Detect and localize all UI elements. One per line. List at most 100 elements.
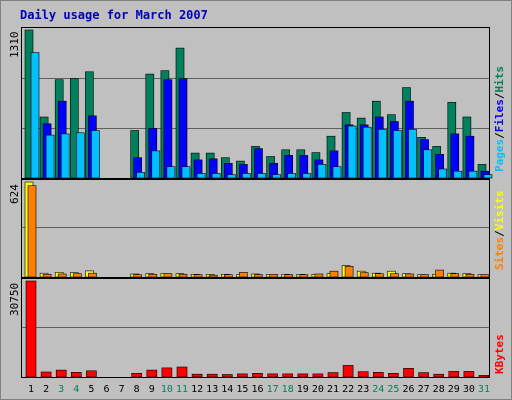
bar-kbytes-day-4 (71, 371, 82, 378)
legend-separator: / (493, 132, 506, 139)
bar-sites-day-9 (148, 273, 158, 278)
bar-layer (22, 29, 493, 378)
bar-sites-day-19 (299, 274, 309, 278)
kbytes-axis-max-label: 30750 (8, 283, 21, 316)
bar-pages-day-18 (287, 173, 297, 179)
day-label-13: 13 (206, 384, 218, 395)
bar-kbytes-day-27 (418, 372, 429, 378)
day-label-19: 19 (297, 384, 309, 395)
bar-pages-day-31 (483, 174, 493, 179)
bar-pages-day-4 (76, 132, 85, 179)
bar-pages-day-28 (438, 168, 448, 179)
bar-sites-day-15 (239, 272, 248, 278)
bar-sites-day-4 (73, 273, 82, 278)
legend-sites: Sites (493, 237, 506, 270)
bar-sites-day-30 (465, 273, 475, 278)
bar-kbytes-day-28 (433, 373, 445, 378)
day-label-3: 3 (58, 384, 64, 395)
bar-kbytes-day-5 (86, 370, 97, 378)
day-label-25: 25 (387, 384, 399, 395)
bar-sites-day-12 (193, 274, 203, 278)
legend-hits: Hits (493, 66, 506, 93)
day-label-12: 12 (191, 384, 203, 395)
bar-sites-day-16 (254, 274, 263, 278)
day-label-18: 18 (282, 384, 294, 395)
day-label-16: 16 (251, 384, 263, 395)
day-label-5: 5 (88, 384, 94, 395)
bar-pages-day-16 (257, 173, 266, 179)
visits-legend: Sites/Visits (493, 191, 506, 271)
bar-kbytes-day-25 (388, 372, 399, 378)
day-label-8: 8 (134, 384, 140, 395)
bar-sites-day-27 (420, 274, 429, 278)
day-label-30: 30 (463, 384, 475, 395)
visits-panel-border (21, 179, 490, 278)
chart-title: Daily usage for March 2007 (20, 8, 208, 22)
svg-text:Sites/Visits: Sites/Visits (493, 191, 506, 271)
bar-kbytes-day-26 (403, 367, 414, 378)
hits-axis-max-label: 1310 (8, 32, 21, 59)
bar-kbytes-day-8 (131, 372, 142, 378)
bar-kbytes-day-19 (297, 373, 309, 378)
bar-hits-day-4 (70, 78, 79, 179)
bar-sites-day-11 (178, 273, 188, 278)
bar-pages-day-27 (423, 149, 432, 179)
bar-pages-day-30 (468, 170, 478, 179)
bar-sites-day-18 (284, 274, 294, 278)
bar-sites-day-29 (450, 273, 460, 278)
legend-files: Files (493, 99, 506, 132)
day-label-7: 7 (119, 384, 125, 395)
svg-text:Pages/Files/Hits: Pages/Files/Hits (493, 66, 506, 172)
legend-separator: / (493, 230, 506, 237)
bar-pages-day-9 (151, 150, 161, 179)
bar-sites-day-25 (390, 273, 399, 278)
bar-kbytes-day-17 (267, 373, 278, 378)
bar-sites-day-21 (329, 270, 339, 278)
legend-pages: Pages (493, 139, 506, 172)
bar-sites-day-24 (374, 273, 384, 278)
bar-kbytes-day-16 (252, 372, 263, 378)
day-labels: 1 2 3 4 5 6 7 8 9 10 11 12 13 14 15 16 17 18 19 20 21 22 23 24 2… (28, 384, 490, 395)
bar-pages-day-11 (181, 166, 191, 179)
bar-sites-day-26 (405, 273, 414, 278)
bar-kbytes-day-1 (25, 280, 37, 378)
bar-kbytes-day-23 (357, 371, 369, 378)
bar-sites-day-28 (435, 269, 445, 278)
day-label-24: 24 (372, 384, 384, 395)
hits-legend: Pages/Files/Hits (493, 66, 506, 172)
bar-pages-day-2 (45, 134, 55, 179)
bar-pages-day-10 (166, 166, 176, 179)
kbytes-panel: 30750 KBytes (8, 278, 506, 378)
bar-pages-day-14 (227, 174, 236, 179)
bar-sites-day-14 (224, 274, 233, 278)
bar-sites-day-3 (57, 273, 67, 278)
bar-kbytes-day-2 (40, 371, 52, 378)
day-label-4: 4 (73, 384, 79, 395)
hits-panel: 1310 Pages/Files/Hits (8, 27, 506, 179)
day-label-10: 10 (161, 384, 173, 395)
bar-kbytes-day-30 (463, 371, 475, 378)
bar-sites-day-31 (480, 274, 490, 278)
day-label-22: 22 (342, 384, 354, 395)
kbytes-panel-border (21, 278, 490, 378)
day-label-29: 29 (448, 384, 460, 395)
hits-panel-border (21, 27, 490, 179)
bar-pages-day-3 (60, 133, 70, 179)
bar-pages-day-12 (196, 173, 206, 179)
visits-axis-max-label: 624 (8, 184, 21, 204)
day-label-9: 9 (149, 384, 155, 395)
bar-sites-day-2 (42, 273, 52, 278)
bar-kbytes-day-31 (478, 375, 490, 378)
bar-pages-day-8 (136, 172, 145, 179)
visits-panel: 624 Sites/Visits (8, 179, 506, 278)
day-label-15: 15 (236, 384, 248, 395)
bar-pages-day-21 (332, 166, 342, 179)
day-label-14: 14 (221, 384, 233, 395)
bar-pages-day-24 (377, 129, 387, 179)
bar-pages-day-22 (347, 125, 357, 179)
day-label-20: 20 (312, 384, 324, 395)
bar-pages-day-1 (30, 52, 40, 179)
bar-kbytes-day-21 (327, 372, 339, 378)
